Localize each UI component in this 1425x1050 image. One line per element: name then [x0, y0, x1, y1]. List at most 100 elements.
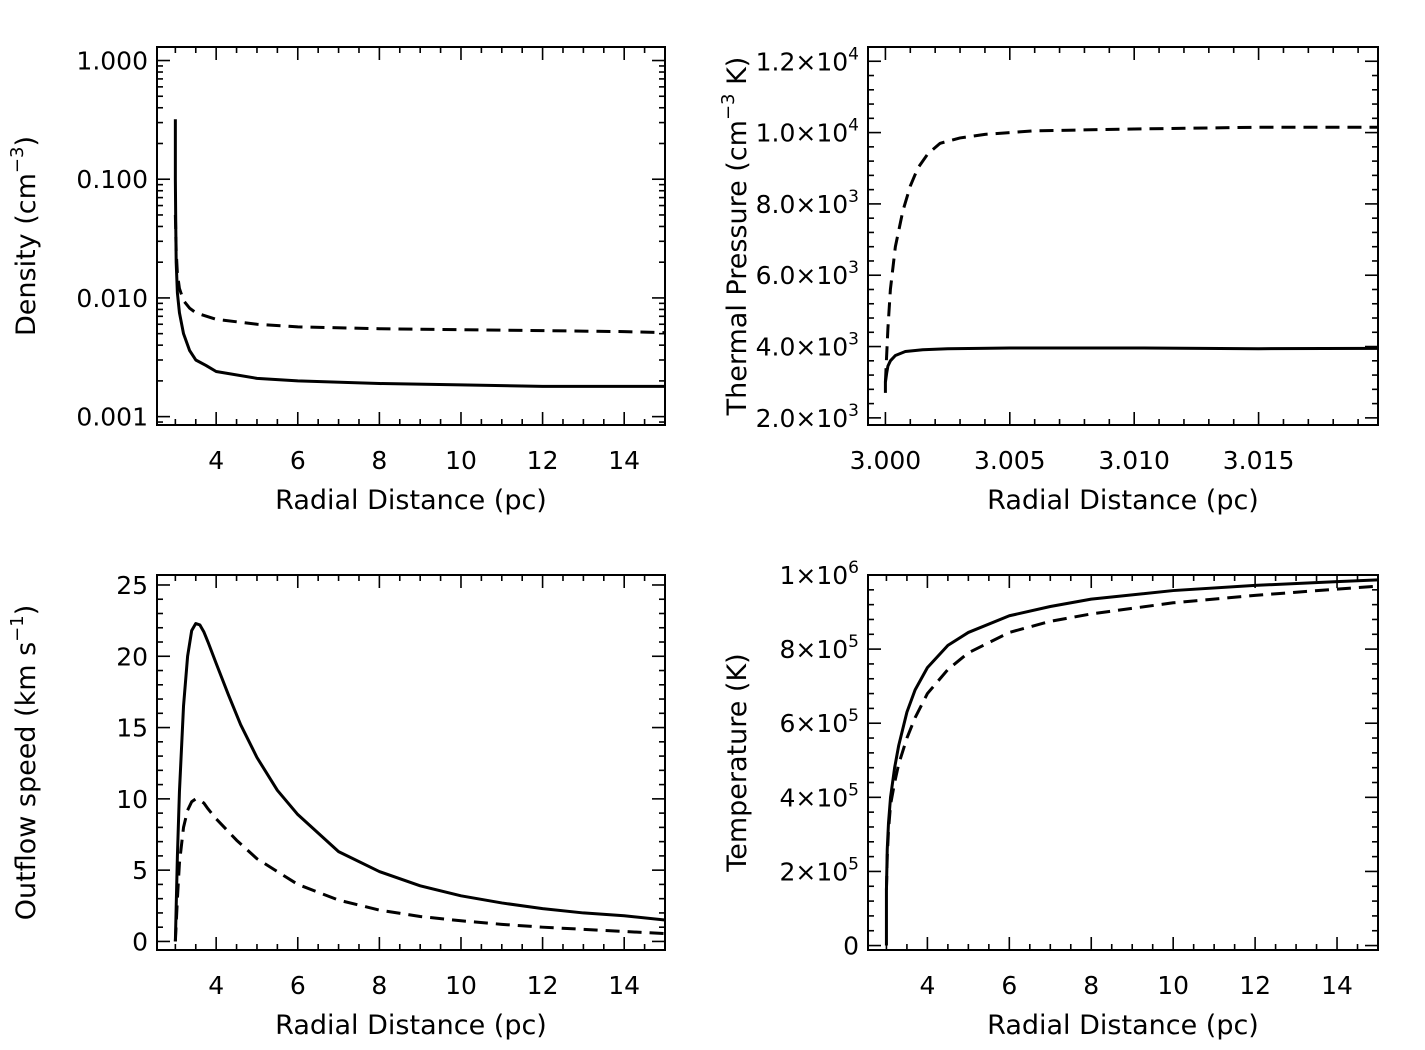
- temperature-xtick-label: 4: [919, 971, 935, 1000]
- temperature-ytick-label: 6×105: [780, 706, 860, 738]
- pressure-ytick-label-exponent: 3: [848, 187, 859, 207]
- density-y-axis-title: Density (cm−3): [7, 136, 42, 336]
- density-y-axis-title-end: ): [11, 136, 42, 147]
- pressure-ytick-label: 2.0×103: [756, 401, 859, 433]
- temperature-y-axis-title: Temperature (K): [722, 653, 753, 872]
- temperature-xtick-label: 12: [1239, 971, 1271, 1000]
- temperature-plot-frame: [867, 574, 1379, 951]
- pressure-ytick-label-exponent: 3: [848, 258, 859, 278]
- temperature-panel: 4 6 8 10 12 1402×1054×1056×1058×1051×106Radia…: [722, 558, 1379, 1041]
- density-ytick-label: 0.001: [76, 403, 148, 432]
- density-xtick-label: 6: [290, 446, 306, 475]
- pressure-ytick-label-mantissa: 8.0×10: [756, 190, 849, 219]
- pressure-ytick-label: 1.2×104: [756, 44, 859, 76]
- speed-y-axis-title-exponent: −1: [7, 615, 28, 642]
- density-series-solid: [173, 119, 665, 388]
- pressure-ytick-label-exponent: 3: [848, 401, 859, 421]
- temperature-ytick-label: 8×105: [780, 632, 860, 664]
- density-xtick-label: 4: [208, 446, 224, 475]
- temperature-ytick-label-exponent: 5: [848, 706, 859, 726]
- temperature-ytick-label-mantissa: 0: [843, 932, 859, 961]
- density-ytick-label: 1.000: [76, 47, 148, 76]
- speed-xtick-label: 8: [371, 971, 387, 1000]
- pressure-xtick-label: 3.005: [974, 446, 1046, 475]
- temperature-ytick-label: 4×105: [780, 780, 860, 812]
- temperature-series-dashed: [884, 584, 1378, 891]
- speed-plot-frame: [156, 574, 666, 951]
- pressure-x-axis-title: Radial Distance (pc): [987, 485, 1259, 516]
- temperature-ytick-label-exponent: 5: [848, 780, 859, 800]
- speed-xtick-label: 6: [290, 971, 306, 1000]
- speed-y-axis-title: Outflow speed (km s−1): [7, 605, 42, 921]
- density-xtick-label: 8: [371, 446, 387, 475]
- pressure-ytick-label-mantissa: 6.0×10: [756, 261, 849, 290]
- speed-panel: 4 6 8 10 12 14 0 5 10 15 20 25 Radial Distance (pc) O…: [7, 571, 666, 1041]
- speed-ytick-label: 20: [116, 642, 148, 671]
- density-plot-frame: [156, 46, 666, 426]
- speed-y-axis-title-end: ): [11, 605, 42, 616]
- pressure-series-dashed: [883, 125, 1378, 383]
- temperature-ytick-label-exponent: 6: [848, 558, 859, 578]
- speed-x-axis-title: Radial Distance (pc): [275, 1010, 547, 1041]
- temperature-ytick-label-mantissa: 1×10: [780, 561, 849, 590]
- pressure-ytick-label: 4.0×103: [756, 330, 859, 362]
- density-ytick-label: 0.010: [76, 284, 148, 313]
- pressure-ytick-label-mantissa: 1.0×10: [756, 119, 849, 148]
- pressure-panel: 3.000 3.005 3.010 3.0152.0×1034.0×1036.0×10…: [718, 44, 1379, 516]
- temperature-ytick-label-exponent: 5: [848, 854, 859, 874]
- pressure-ytick-label-mantissa: 2.0×10: [756, 404, 849, 433]
- pressure-series-solid: [883, 346, 1378, 393]
- density-xtick-label: 14: [608, 446, 640, 475]
- density-panel: 4 6 8 10 12 14 0.001 0.010 0.100 1.000 Radial Dist…: [7, 46, 666, 516]
- pressure-ytick-label-exponent: 3: [848, 330, 859, 350]
- speed-ytick-label: 10: [116, 785, 148, 814]
- temperature-ytick-label-mantissa: 8×10: [780, 635, 849, 664]
- temperature-xtick-label: 10: [1157, 971, 1189, 1000]
- pressure-xtick-label: 3.000: [850, 446, 922, 475]
- speed-y-axis-title-main: Outflow speed (km s: [11, 642, 42, 920]
- speed-ytick-label: 15: [116, 714, 148, 743]
- pressure-ytick-label-mantissa: 1.2×10: [756, 47, 849, 76]
- pressure-y-axis-title-exponent: −3: [718, 93, 739, 120]
- pressure-ytick-label-exponent: 4: [848, 44, 859, 64]
- temperature-y-axis-title-main: Temperature (K): [722, 653, 753, 872]
- speed-series-dashed: [173, 797, 665, 942]
- pressure-xtick-label: 3.015: [1223, 446, 1295, 475]
- speed-xtick-label: 4: [208, 971, 224, 1000]
- pressure-plot-frame: [867, 46, 1379, 426]
- pressure-xtick-label: 3.010: [1098, 446, 1170, 475]
- temperature-xtick-label: 8: [1083, 971, 1099, 1000]
- density-y-axis-title-exponent: −3: [7, 147, 28, 174]
- density-y-axis-title-main: Density (cm: [11, 173, 42, 336]
- density-ytick-label: 0.100: [76, 165, 148, 194]
- pressure-ytick-label: 6.0×103: [756, 258, 859, 290]
- density-xtick-label: 10: [445, 446, 477, 475]
- temperature-ytick-label: 2×105: [780, 854, 860, 886]
- temperature-ytick-label-mantissa: 6×10: [780, 709, 849, 738]
- speed-ytick-label: 25: [116, 571, 148, 600]
- pressure-ytick-label: 1.0×104: [756, 116, 859, 148]
- temperature-xtick-label: 6: [1001, 971, 1017, 1000]
- temperature-series-solid: [884, 578, 1378, 946]
- speed-ytick-label: 5: [132, 856, 148, 885]
- pressure-ytick-label-mantissa: 4.0×10: [756, 333, 849, 362]
- density-series-dashed: [173, 214, 665, 335]
- temperature-ytick-label: 1×106: [780, 558, 860, 590]
- pressure-y-axis-title: Thermal Pressure (cm−3 K): [718, 57, 753, 417]
- speed-xtick-label: 10: [445, 971, 477, 1000]
- pressure-y-axis-title-main: Thermal Pressure (cm: [722, 120, 753, 416]
- pressure-ytick-label: 8.0×103: [756, 187, 859, 219]
- temperature-ytick-label: 0: [843, 932, 859, 961]
- speed-xtick-label: 12: [527, 971, 559, 1000]
- speed-xtick-label: 14: [608, 971, 640, 1000]
- temperature-xtick-label: 14: [1321, 971, 1353, 1000]
- density-xtick-label: 12: [527, 446, 559, 475]
- density-x-axis-title: Radial Distance (pc): [275, 485, 547, 516]
- temperature-x-axis-title: Radial Distance (pc): [987, 1010, 1259, 1041]
- temperature-ytick-label-exponent: 5: [848, 632, 859, 652]
- temperature-ytick-label-mantissa: 4×10: [780, 783, 849, 812]
- speed-series-solid: [173, 621, 665, 942]
- pressure-y-axis-title-end: K): [722, 57, 753, 94]
- pressure-ytick-label-exponent: 4: [848, 116, 859, 136]
